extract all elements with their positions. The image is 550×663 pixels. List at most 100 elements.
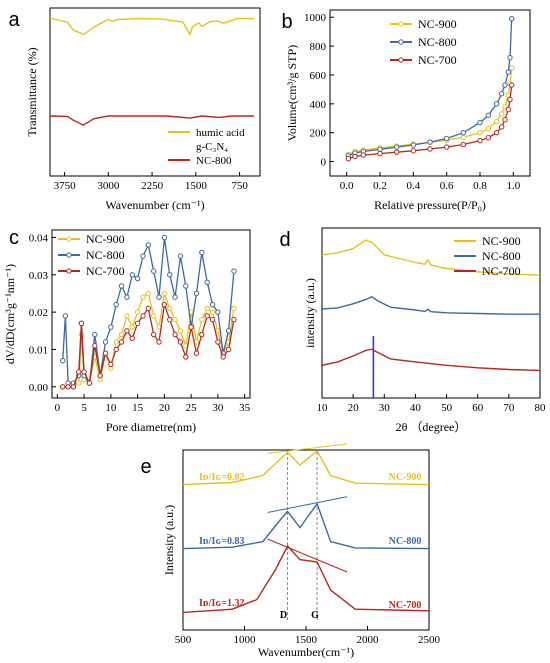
data-point xyxy=(124,328,130,334)
series-line xyxy=(50,66,254,113)
data-point xyxy=(124,294,130,300)
data-point xyxy=(215,328,221,334)
x-tick-label: 3000 xyxy=(97,180,120,192)
y-tick-label: 600 xyxy=(310,70,327,82)
data-point xyxy=(498,91,505,97)
x-tick-label: 40 xyxy=(410,402,422,414)
data-point xyxy=(410,142,417,148)
data-point xyxy=(427,139,433,145)
panel-c: 0 5 10 15 20 25 30 35 0.00 0.01 0.02 0.03 0.04 c Pore … xyxy=(3,227,251,434)
data-point xyxy=(150,331,157,338)
series-label: NC-800 xyxy=(389,536,422,547)
data-point xyxy=(204,305,210,312)
x-tick-label: 2250 xyxy=(141,180,164,192)
data-point xyxy=(477,129,483,136)
data-point xyxy=(140,294,146,300)
series-line xyxy=(62,304,235,388)
x-tick-label: 750 xyxy=(231,180,248,192)
data-point xyxy=(76,369,82,375)
data-point xyxy=(62,313,69,319)
legend-marker xyxy=(398,21,404,27)
data-point xyxy=(118,283,125,289)
data-point xyxy=(167,272,173,278)
y-tick-label: 0.02 xyxy=(29,307,48,319)
panel-a: 3750 3000 2250 1500 750 a Wavenumber (cm⁻¹) Tra… xyxy=(8,7,261,212)
series-label: NC-900 xyxy=(389,472,422,483)
data-point xyxy=(150,313,157,319)
ratio-slope-line xyxy=(267,538,348,573)
data-point xyxy=(498,124,505,130)
legend-label: NC-800 xyxy=(418,35,457,49)
data-point xyxy=(377,146,383,152)
data-point xyxy=(177,253,184,259)
data-point xyxy=(393,149,400,155)
data-point xyxy=(502,104,508,110)
panel-letter-c: c xyxy=(9,227,19,249)
data-point xyxy=(177,328,184,334)
x-tick-label: 15 xyxy=(132,402,144,414)
plot-frame xyxy=(49,7,261,177)
x-tick-label: 1000 xyxy=(234,634,257,646)
panel-d: 10 20 30 40 50 60 70 80 d 2θ （degree） intensity (a… xyxy=(279,227,547,434)
x-tick-label: 2500 xyxy=(418,634,441,646)
data-point xyxy=(167,305,173,312)
series-line xyxy=(321,296,540,315)
data-point xyxy=(60,384,66,390)
data-point xyxy=(118,339,125,345)
data-point xyxy=(477,137,483,144)
data-point xyxy=(172,331,178,338)
data-point xyxy=(485,135,492,141)
legend-label: NC-900 xyxy=(418,17,457,31)
legend-label: NC-800 xyxy=(196,155,232,167)
data-point xyxy=(493,118,500,125)
data-point xyxy=(129,335,135,341)
data-point xyxy=(231,316,237,323)
data-point xyxy=(97,372,103,379)
ratio-slope-line xyxy=(267,496,348,513)
x-tick-label: 10 xyxy=(105,402,117,414)
panel-letter-d: d xyxy=(279,229,290,251)
x-tick-label: 25 xyxy=(186,402,198,414)
y-tick-label: 200 xyxy=(310,128,327,140)
data-point xyxy=(507,96,513,103)
panel-b: 0.0 0.2 0.4 0.6 0.8 1.0 0 200 400 600 800 1000 b Rela… xyxy=(281,9,531,212)
data-point xyxy=(410,148,417,154)
data-point xyxy=(460,129,467,136)
panel-letter-e: e xyxy=(140,456,151,478)
legend-marker xyxy=(398,57,404,63)
data-point xyxy=(76,380,82,386)
data-point xyxy=(477,119,483,126)
data-point xyxy=(161,301,168,308)
plot-frame xyxy=(329,9,531,177)
data-point xyxy=(193,290,200,297)
data-point xyxy=(118,331,125,338)
data-point xyxy=(113,301,119,308)
x-tick-label: 500 xyxy=(175,634,192,646)
series-line xyxy=(182,449,430,486)
legend-marker xyxy=(66,252,72,258)
x-tick-label: 50 xyxy=(441,402,453,414)
x-tick-label: 0.8 xyxy=(473,180,487,192)
ratio-slope-line xyxy=(267,443,348,454)
data-point xyxy=(172,316,178,323)
data-point xyxy=(485,112,492,119)
data-point xyxy=(204,313,210,319)
data-point xyxy=(108,361,114,368)
x-tick-label: 80 xyxy=(535,402,547,414)
x-axis-title: Wavenumber (cm⁻¹) xyxy=(105,198,204,212)
y-tick-label: 800 xyxy=(310,41,327,53)
plot-frame xyxy=(51,229,251,399)
data-point xyxy=(209,301,216,308)
data-point xyxy=(86,380,93,386)
legend-marker xyxy=(66,236,72,242)
data-point xyxy=(172,294,178,300)
data-point xyxy=(231,268,237,274)
data-point xyxy=(156,294,162,300)
x-tick-label: 70 xyxy=(503,402,515,414)
y-axis-title: intensity (a.u.) xyxy=(303,278,317,348)
data-point xyxy=(393,144,400,150)
series-line xyxy=(321,348,541,372)
data-point xyxy=(183,354,189,360)
x-tick-label: 0.0 xyxy=(340,180,354,192)
